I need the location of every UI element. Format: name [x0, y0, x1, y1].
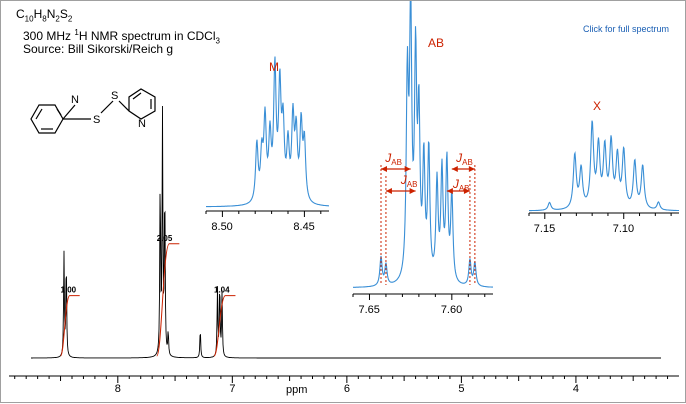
inset-x: 7.15 7.10 — [528, 120, 679, 235]
full-spectrum-link[interactable]: Click for full spectrum — [582, 24, 669, 34]
integral-label: 1.04 — [214, 286, 230, 295]
main-tick-label: 6 — [344, 383, 350, 395]
molecular-formula: C10H8N2S2 — [16, 7, 73, 24]
left-pyridine-ring — [30, 104, 64, 134]
arrowhead — [468, 166, 475, 172]
source-credit: Source: Bill Sikorski/Reich g — [23, 42, 174, 56]
x-axis-label: ppm — [286, 384, 307, 396]
main-x-axis: 8 7 6 5 4 — [9, 375, 679, 395]
inset-tick-label: 7.10 — [613, 223, 634, 235]
atom-label-s2: S — [111, 90, 118, 102]
arrowhead — [446, 188, 453, 194]
coupling-label: JAB — [455, 151, 473, 167]
spectrum-description: 300 MHz 1H NMR spectrum in CDCl3 — [23, 28, 220, 46]
integral-curve — [60, 295, 80, 357]
main-spectrum-line — [31, 105, 661, 359]
atom-label-n1: N — [71, 94, 79, 106]
main-tick-label: 8 — [115, 383, 121, 395]
multiplet-label-ab: AB — [428, 36, 444, 50]
inset-tick-label: 8.45 — [293, 221, 314, 233]
atom-label-s1: S — [93, 114, 100, 126]
arrowhead — [463, 188, 470, 194]
main-tick-label: 4 — [573, 383, 579, 395]
inset-tick-label: 7.65 — [358, 304, 379, 316]
arrowhead — [385, 188, 392, 194]
arrowhead — [404, 166, 411, 172]
multiplet-label-m: M — [269, 60, 279, 74]
inset-trace — [529, 120, 679, 212]
arrowhead — [451, 166, 458, 172]
chemical-structure — [30, 88, 156, 134]
main-tick-label: 7 — [229, 383, 235, 395]
coupling-label: JAB — [384, 151, 402, 167]
arrowhead — [409, 188, 416, 194]
coupling-label: JAB — [400, 173, 418, 189]
atom-label-n2: N — [138, 118, 146, 130]
inset-trace — [353, 1, 493, 288]
integral-curve — [213, 295, 236, 357]
coupling-annotations: JAB JAB JAB JAB — [380, 151, 476, 285]
coupling-label: JAB — [452, 177, 470, 193]
inset-tick-label: 8.50 — [211, 221, 232, 233]
integral-curves: 1.00 2.05 1.04 — [60, 234, 236, 357]
main-tick-label: 5 — [458, 383, 464, 395]
inset-tick-label: 7.60 — [441, 304, 462, 316]
integral-curve — [156, 243, 180, 357]
multiplet-label-x: X — [593, 99, 601, 113]
main-spectrum-trace — [31, 105, 661, 359]
inset-trace — [206, 56, 329, 208]
integral-label: 2.05 — [157, 234, 173, 243]
arrowhead — [381, 166, 387, 172]
inset-tick-label: 7.15 — [534, 223, 555, 235]
structure-atom-labels: N S S N — [71, 90, 146, 130]
inset-m: 8.50 8.45 — [205, 56, 329, 233]
right-pyridine-ring — [128, 88, 156, 120]
integral-label: 1.00 — [61, 286, 77, 295]
